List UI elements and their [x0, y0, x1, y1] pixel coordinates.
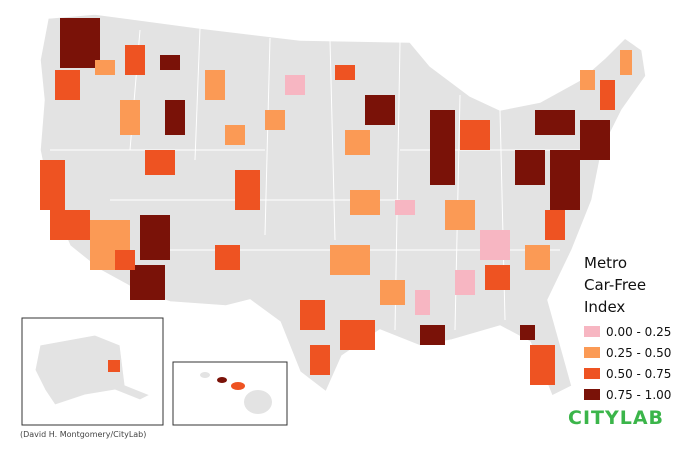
legend-label: 0.75 - 1.00 — [606, 388, 671, 402]
logo: CITYLAB — [568, 407, 664, 429]
legend: Metro Car-Free Index 0.00 - 0.25 0.25 - 0.50… — [584, 254, 671, 402]
legend-label: 0.00 - 0.25 — [606, 325, 671, 339]
legend-swatch — [584, 368, 600, 379]
legend-swatch — [584, 389, 600, 400]
hawaii-inset — [172, 361, 288, 426]
legend-label: 0.25 - 0.50 — [606, 346, 671, 360]
legend-title: Metro — [584, 254, 627, 272]
legend-title: Car-Free — [584, 276, 646, 294]
credit: (David H. Montgomery/CityLab) — [20, 430, 146, 439]
metro-areas — [40, 18, 632, 385]
legend-title: Index — [584, 298, 625, 316]
us-mainland — [39, 13, 647, 398]
legend-label: 0.50 - 0.75 — [606, 367, 671, 381]
alaska-inset — [21, 317, 164, 426]
legend-swatch — [584, 347, 600, 358]
legend-swatch — [584, 326, 600, 337]
